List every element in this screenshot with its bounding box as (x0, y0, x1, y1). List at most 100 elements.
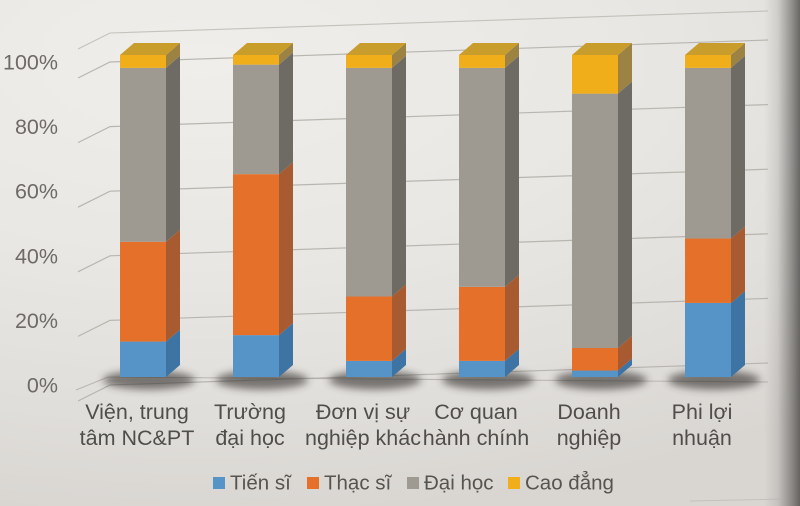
bar-segment-dai_hoc (685, 67, 731, 239)
bar-segment-tien_si (685, 302, 731, 377)
y-axis-tick-label: 60% (15, 180, 58, 204)
bar-segment-side-tien_si (618, 358, 632, 377)
bar-segment-thac_si (459, 286, 505, 361)
bar-segment-side-dai_hoc (731, 55, 745, 239)
x-axis-category-label: Đơn vị sự (316, 400, 410, 424)
bar-segment-side-dai_hoc (505, 55, 519, 287)
bar-segment-cao_dang (346, 55, 392, 68)
x-axis-category-label: nhuận (672, 426, 732, 450)
bar-segment-side-tien_si (392, 348, 406, 377)
bar-segment-side-dai_hoc (166, 55, 180, 242)
bar-segment-dai_hoc (233, 64, 279, 175)
bar-segment-side-cao_dang (166, 43, 180, 68)
bar-top-face (346, 43, 406, 55)
x-axis-category-label: Trường (214, 400, 286, 424)
x-axis-category-label: hành chính (423, 426, 529, 450)
bar-segment-thac_si (120, 241, 166, 342)
bar-segment-side-thac_si (392, 284, 406, 361)
bar-segment-side-thac_si (731, 226, 745, 303)
grid-line (77, 297, 769, 337)
y-axis-tick-label: 20% (15, 309, 58, 333)
legend-swatch-cao_dang (508, 477, 520, 489)
bar-segment-side-cao_dang (279, 43, 293, 65)
page-artifact-line (689, 498, 786, 502)
bar-segment-side-tien_si (279, 323, 293, 377)
bar-segment-side-thac_si (505, 274, 519, 361)
x-axis-category-label: Phi lợi (672, 400, 733, 424)
legend-swatch-dai_hoc (407, 477, 419, 489)
bar-segment-thac_si (685, 238, 731, 303)
legend-swatch-tien_si (213, 477, 225, 489)
bar-segment-side-cao_dang (505, 43, 519, 68)
legend-label: Tiến sĩ (230, 472, 292, 495)
bar-segment-tien_si (120, 341, 166, 377)
legend-item: Cao đẳng (508, 471, 614, 495)
bar-segment-side-dai_hoc (279, 52, 293, 175)
bar-segment-dai_hoc (459, 67, 505, 287)
bar-segment-side-tien_si (505, 348, 519, 377)
grid-line (77, 39, 769, 79)
grid-line (77, 104, 769, 144)
x-axis-category-label: Cơ quan (434, 400, 517, 424)
bar-segment-side-cao_dang (731, 43, 745, 68)
legend-label: Đại học (424, 472, 494, 495)
y-axis-tick-label: 100% (3, 51, 58, 75)
bar-top-face (685, 43, 745, 55)
bar-segment-thac_si (572, 348, 618, 371)
bar-segment-side-tien_si (166, 329, 180, 377)
bar-top-face (459, 43, 519, 55)
bar-segment-tien_si (233, 335, 279, 377)
bar-top-face (233, 43, 293, 55)
bar-segment-cao_dang (459, 55, 505, 68)
bar-segment-side-thac_si (166, 229, 180, 342)
y-axis-tick-label: 40% (15, 244, 58, 268)
bar-segment-cao_dang (120, 55, 166, 68)
legend-item: Tiến sĩ (213, 472, 292, 495)
legend-swatch-thac_si (307, 477, 319, 489)
x-axis-category-label: tâm NC&PT (80, 426, 195, 450)
y-axis-tick-label: 80% (15, 115, 58, 139)
bar-segment-side-dai_hoc (392, 55, 406, 297)
bar-segment-dai_hoc (346, 67, 392, 297)
bar-segment-thac_si (233, 174, 279, 336)
bar-segment-side-thac_si (618, 336, 632, 371)
legend-item: Thạc sĩ (307, 472, 393, 495)
legend: Tiến sĩ Thạc sĩ Đại học Cao đẳng (213, 471, 614, 495)
wall-top-edge-line (77, 10, 769, 50)
x-axis-category-label: Doanh (557, 400, 620, 424)
x-axis-category-label: nghiệp (557, 426, 622, 450)
bar-segment-side-cao_dang (618, 43, 632, 94)
grid-line (77, 233, 769, 273)
bar-top-face (120, 43, 180, 55)
x-axis-category-label: đại học (215, 426, 285, 450)
legend-label: Thạc sĩ (324, 472, 393, 495)
bar-segment-dai_hoc (120, 67, 166, 242)
bar-segment-thac_si (346, 296, 392, 361)
bar-segment-dai_hoc (572, 93, 618, 349)
bar-segment-side-tien_si (731, 290, 745, 377)
bar-segment-cao_dang (233, 55, 279, 65)
x-axis-category-label: nghiệp khác (305, 426, 421, 450)
bar-segment-side-cao_dang (392, 43, 406, 68)
grid-line (77, 168, 769, 208)
bar-segment-tien_si (572, 370, 618, 377)
bar-segment-side-thac_si (279, 162, 293, 336)
y-axis-tick-label: 0% (27, 374, 58, 398)
bar-segment-side-dai_hoc (618, 81, 632, 349)
bar-segment-cao_dang (572, 55, 618, 94)
bar-segment-tien_si (346, 360, 392, 377)
legend-item: Đại học (407, 472, 494, 495)
bar-top-face (572, 43, 632, 55)
bar-segment-cao_dang (685, 55, 731, 68)
x-axis-category-label: Viện, trung (85, 400, 189, 424)
bar-segment-tien_si (459, 360, 505, 377)
legend-label: Cao đẳng (525, 471, 614, 495)
